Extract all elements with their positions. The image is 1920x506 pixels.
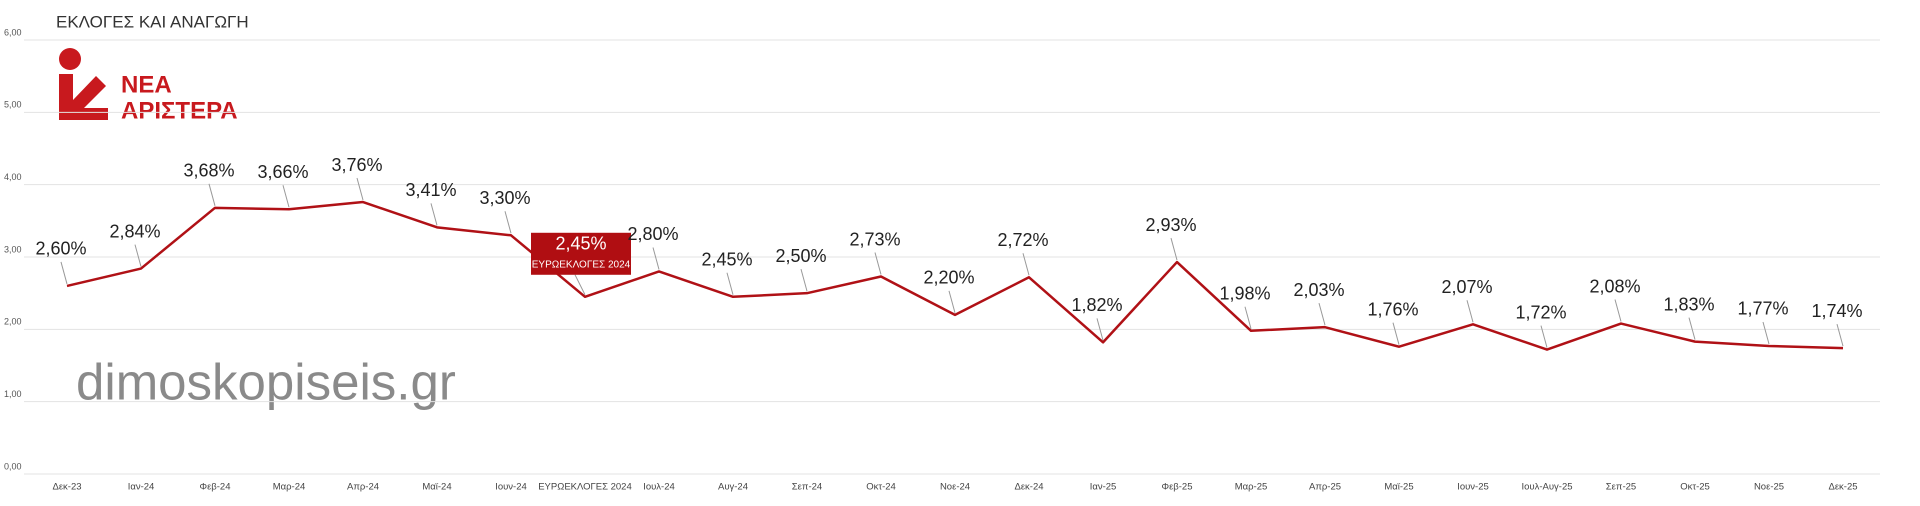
leader-line (282, 185, 290, 208)
value-label: 1,72% (1515, 302, 1566, 322)
leader-line (356, 177, 364, 201)
x-tick-label: Δεκ-23 (52, 482, 81, 493)
x-tick-label: Μαρ-24 (273, 482, 306, 493)
leader-line (874, 252, 882, 275)
x-tick-label: Ιαν-25 (1090, 482, 1117, 493)
value-label: 2,84% (109, 221, 160, 241)
leader-line (1466, 300, 1474, 323)
logo-arrow (59, 74, 108, 120)
y-tick-label: 3,00 (4, 244, 22, 254)
leader-line (1392, 322, 1400, 345)
y-tick-label: 6,00 (4, 27, 22, 37)
value-label: 3,76% (331, 155, 382, 175)
chart-title: ΕΚΛΟΓΕΣ ΚΑΙ ΑΝΑΓΩΓΗ (56, 12, 249, 31)
value-label: 2,80% (627, 224, 678, 244)
leader-line (1096, 318, 1104, 341)
x-tick-label: Δεκ-24 (1014, 482, 1043, 493)
x-tick-label: Απρ-25 (1309, 482, 1341, 493)
y-tick-label: 4,00 (4, 172, 22, 182)
y-tick-label: 2,00 (4, 317, 22, 327)
x-tick-label: ΕΥΡΩΕΚΛΟΓΕΣ 2024 (538, 482, 632, 493)
leader-line (60, 261, 68, 285)
value-label: 2,50% (775, 246, 826, 266)
leader-line (430, 203, 438, 226)
leader-line (652, 247, 660, 270)
x-tick-label: Ιουλ-24 (643, 482, 675, 493)
leader-line (948, 290, 956, 313)
value-label: 1,83% (1663, 294, 1714, 314)
leader-line (1540, 325, 1548, 348)
leader-line (1022, 253, 1030, 276)
annotation-label: ΕΥΡΩΕΚΛΟΓΕΣ 2024 (532, 259, 631, 270)
x-tick-label: Σεπ-24 (792, 482, 822, 493)
x-tick-label: Ιουν-25 (1457, 482, 1489, 493)
x-tick-label: Φεβ-25 (1161, 482, 1192, 493)
value-label: 2,08% (1589, 276, 1640, 296)
annotation-box (531, 232, 631, 275)
x-tick-label: Μαρ-25 (1235, 482, 1268, 493)
leader-line (1614, 299, 1622, 322)
leader-line (208, 183, 216, 206)
value-label: 2,60% (35, 239, 86, 259)
data-line (66, 200, 1844, 351)
value-label: 2,93% (1145, 215, 1196, 235)
value-label: 1,76% (1367, 299, 1418, 319)
leader-line (574, 274, 586, 296)
logo-text: ΝΕΑ (121, 71, 172, 98)
leader-line (504, 211, 512, 234)
y-tick-label: 0,00 (4, 461, 22, 471)
logo: ΝΕΑ ΑΡΙΣΤΕΡΑ (59, 48, 238, 124)
value-label: 3,30% (479, 188, 530, 208)
x-tick-label: Νοε-24 (940, 482, 970, 493)
x-tick-label: Απρ-24 (347, 482, 379, 493)
leader-line (1762, 321, 1770, 345)
value-label: 2,20% (923, 268, 974, 288)
value-label: 2,45% (555, 234, 606, 254)
x-tick-label: Ιουν-24 (495, 482, 527, 493)
value-label: 3,68% (183, 161, 234, 181)
value-label: 3,66% (257, 162, 308, 182)
x-tick-label: Μαϊ-25 (1384, 482, 1413, 493)
value-label: 2,72% (997, 230, 1048, 250)
logo-dot (59, 48, 81, 70)
x-tick-label: Σεπ-25 (1606, 482, 1636, 493)
leader-line (1170, 237, 1178, 261)
value-label: 1,77% (1737, 299, 1788, 319)
x-tick-label: Μαϊ-24 (422, 482, 451, 493)
value-label: 2,03% (1293, 280, 1344, 300)
value-label: 1,98% (1219, 284, 1270, 304)
x-tick-label: Οκτ-25 (1680, 482, 1710, 493)
logo-text: ΑΡΙΣΤΕΡΑ (121, 97, 238, 124)
y-tick-label: 5,00 (4, 100, 22, 110)
x-tick-label: Ιαν-24 (128, 482, 155, 493)
value-label: 1,74% (1811, 301, 1862, 321)
x-tick-label: Οκτ-24 (866, 482, 896, 493)
y-tick-label: 1,00 (4, 389, 22, 399)
x-tick-label: Ιουλ-Αυγ-25 (1521, 482, 1572, 493)
x-tick-label: Δεκ-25 (1828, 482, 1857, 493)
leader-line (1244, 306, 1252, 329)
x-tick-label: Νοε-25 (1754, 482, 1784, 493)
leader-line (1688, 317, 1696, 340)
leader-line (1318, 303, 1326, 326)
value-label: 2,45% (701, 250, 752, 270)
value-label: 2,73% (849, 229, 900, 249)
watermark: dimoskopiseis.gr (76, 353, 456, 410)
value-label: 2,07% (1441, 277, 1492, 297)
leader-line (1836, 324, 1844, 347)
leader-line (726, 272, 734, 295)
leader-line (800, 269, 808, 292)
value-label: 1,82% (1071, 295, 1122, 315)
x-tick-label: Αυγ-24 (718, 482, 748, 493)
x-tick-label: Φεβ-24 (199, 482, 230, 493)
value-label: 3,41% (405, 180, 456, 200)
leader-line (134, 244, 142, 267)
